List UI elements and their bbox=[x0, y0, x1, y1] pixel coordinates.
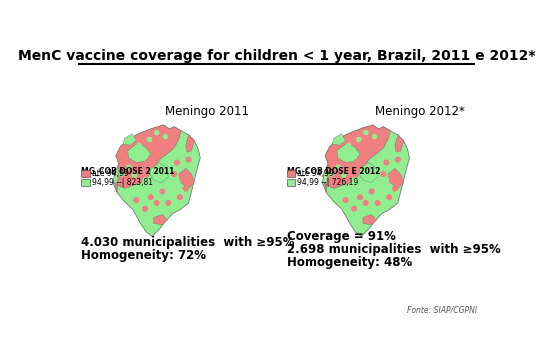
Text: Homogeneity: 48%: Homogeneity: 48% bbox=[287, 256, 412, 269]
Circle shape bbox=[127, 165, 131, 169]
Circle shape bbox=[393, 186, 397, 191]
Circle shape bbox=[184, 186, 188, 191]
Circle shape bbox=[147, 138, 152, 141]
Polygon shape bbox=[127, 144, 151, 163]
Circle shape bbox=[132, 173, 137, 177]
Text: 94,99 --| 823,81: 94,99 --| 823,81 bbox=[91, 179, 152, 188]
Polygon shape bbox=[388, 168, 404, 189]
Bar bbox=[287, 180, 295, 186]
Circle shape bbox=[369, 189, 374, 194]
Circle shape bbox=[174, 160, 179, 165]
Circle shape bbox=[137, 143, 141, 147]
Circle shape bbox=[166, 201, 171, 205]
Circle shape bbox=[352, 206, 356, 211]
Circle shape bbox=[395, 157, 400, 162]
Text: até 94,99: até 94,99 bbox=[91, 169, 129, 178]
Polygon shape bbox=[150, 163, 168, 183]
Text: 94,99 --| 726,19: 94,99 --| 726,19 bbox=[297, 179, 358, 188]
Bar bbox=[82, 170, 90, 177]
Circle shape bbox=[352, 155, 356, 159]
Polygon shape bbox=[363, 215, 376, 225]
Circle shape bbox=[163, 135, 167, 139]
Text: 4.030 municipalities  with ≥95%: 4.030 municipalities with ≥95% bbox=[82, 236, 295, 249]
Polygon shape bbox=[113, 125, 200, 237]
Text: até 94,99: até 94,99 bbox=[297, 169, 334, 178]
Text: Meningo 2011: Meningo 2011 bbox=[165, 105, 249, 118]
Circle shape bbox=[381, 155, 386, 159]
Circle shape bbox=[373, 135, 376, 139]
Circle shape bbox=[178, 195, 182, 199]
Circle shape bbox=[375, 201, 380, 205]
Circle shape bbox=[143, 206, 147, 211]
Text: Fonte: SIAP/CGPNI: Fonte: SIAP/CGPNI bbox=[407, 305, 477, 314]
Circle shape bbox=[160, 189, 165, 194]
Polygon shape bbox=[123, 134, 136, 145]
Polygon shape bbox=[179, 168, 194, 189]
Circle shape bbox=[154, 130, 159, 135]
Text: MG_COB DOSE 2 2011: MG_COB DOSE 2 2011 bbox=[82, 166, 175, 176]
Circle shape bbox=[148, 195, 153, 199]
Polygon shape bbox=[113, 125, 181, 193]
Circle shape bbox=[346, 143, 350, 147]
Polygon shape bbox=[322, 125, 390, 193]
Circle shape bbox=[166, 159, 170, 163]
Circle shape bbox=[387, 195, 392, 199]
Circle shape bbox=[343, 198, 348, 202]
Circle shape bbox=[352, 178, 356, 182]
Circle shape bbox=[160, 173, 165, 177]
Bar bbox=[287, 170, 295, 177]
Circle shape bbox=[143, 178, 147, 182]
Circle shape bbox=[390, 177, 394, 182]
Circle shape bbox=[134, 198, 139, 202]
Text: Coverage = 91%: Coverage = 91% bbox=[287, 230, 396, 243]
Text: Meningo 2012*: Meningo 2012* bbox=[375, 105, 465, 118]
Circle shape bbox=[364, 130, 368, 135]
Circle shape bbox=[357, 138, 361, 141]
Polygon shape bbox=[154, 215, 167, 225]
Circle shape bbox=[154, 201, 159, 205]
Polygon shape bbox=[332, 134, 346, 145]
Polygon shape bbox=[337, 144, 360, 163]
Circle shape bbox=[384, 160, 389, 165]
Circle shape bbox=[172, 155, 176, 159]
Text: MG_COB DOSE E 2012: MG_COB DOSE E 2012 bbox=[287, 166, 380, 176]
Polygon shape bbox=[395, 135, 404, 152]
Text: MenC vaccine coverage for children < 1 year, Brazil, 2011 e 2012*: MenC vaccine coverage for children < 1 y… bbox=[18, 49, 536, 63]
Circle shape bbox=[363, 201, 368, 205]
Text: Homogeneity: 72%: Homogeneity: 72% bbox=[82, 249, 206, 262]
Circle shape bbox=[186, 157, 191, 162]
Circle shape bbox=[342, 173, 346, 177]
Text: 2.698 municipalities  with ≥95%: 2.698 municipalities with ≥95% bbox=[287, 243, 501, 256]
Polygon shape bbox=[186, 135, 194, 152]
Circle shape bbox=[120, 172, 124, 176]
Circle shape bbox=[143, 155, 147, 159]
Polygon shape bbox=[322, 125, 409, 237]
Circle shape bbox=[357, 195, 362, 199]
Bar bbox=[82, 180, 90, 186]
Circle shape bbox=[370, 173, 374, 177]
Circle shape bbox=[180, 177, 185, 182]
Circle shape bbox=[375, 159, 380, 163]
Circle shape bbox=[336, 165, 340, 169]
Circle shape bbox=[329, 172, 333, 176]
Circle shape bbox=[381, 172, 386, 176]
Polygon shape bbox=[359, 163, 377, 183]
Circle shape bbox=[172, 172, 177, 176]
